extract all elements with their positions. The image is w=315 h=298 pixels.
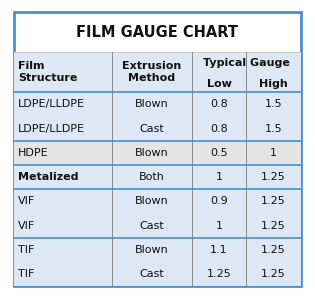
Text: 1.25: 1.25	[261, 245, 286, 255]
Text: 1: 1	[216, 221, 223, 231]
Text: TIF: TIF	[18, 245, 34, 255]
FancyBboxPatch shape	[14, 92, 301, 117]
Text: 0.8: 0.8	[210, 100, 228, 109]
Text: TIF: TIF	[18, 269, 34, 279]
Text: Blown: Blown	[135, 196, 169, 206]
FancyBboxPatch shape	[14, 165, 301, 189]
FancyBboxPatch shape	[14, 52, 301, 92]
Text: Typical Gauge: Typical Gauge	[203, 58, 290, 69]
Text: 1: 1	[270, 148, 277, 158]
Text: High: High	[259, 79, 288, 89]
Text: Blown: Blown	[135, 245, 169, 255]
FancyBboxPatch shape	[14, 213, 301, 238]
Text: Cast: Cast	[140, 221, 164, 231]
FancyBboxPatch shape	[14, 238, 301, 262]
Text: 1.1: 1.1	[210, 245, 228, 255]
Text: 0.9: 0.9	[210, 196, 228, 206]
Text: 0.5: 0.5	[210, 148, 228, 158]
Text: Cast: Cast	[140, 124, 164, 134]
Text: 1.5: 1.5	[265, 100, 283, 109]
Text: 1.25: 1.25	[261, 269, 286, 279]
Text: VIF: VIF	[18, 196, 35, 206]
Text: HDPE: HDPE	[18, 148, 49, 158]
Text: Low: Low	[207, 79, 232, 89]
Text: Extrusion
Method: Extrusion Method	[122, 61, 181, 83]
Text: 0.8: 0.8	[210, 124, 228, 134]
Text: Film
Structure: Film Structure	[18, 61, 77, 83]
Text: 1.25: 1.25	[261, 196, 286, 206]
Text: 1.5: 1.5	[265, 124, 283, 134]
Text: Blown: Blown	[135, 100, 169, 109]
Text: 1: 1	[216, 172, 223, 182]
FancyBboxPatch shape	[14, 189, 301, 213]
FancyBboxPatch shape	[14, 12, 301, 286]
Text: LDPE/LLDPE: LDPE/LLDPE	[18, 100, 85, 109]
FancyBboxPatch shape	[14, 141, 301, 165]
FancyBboxPatch shape	[14, 262, 301, 286]
Text: Cast: Cast	[140, 269, 164, 279]
Text: Both: Both	[139, 172, 165, 182]
Text: Metalized: Metalized	[18, 172, 78, 182]
Text: VIF: VIF	[18, 221, 35, 231]
Text: FILM GAUGE CHART: FILM GAUGE CHART	[77, 24, 238, 40]
FancyBboxPatch shape	[14, 117, 301, 141]
Text: LDPE/LLDPE: LDPE/LLDPE	[18, 124, 85, 134]
Text: 1.25: 1.25	[207, 269, 232, 279]
Text: 1.25: 1.25	[261, 172, 286, 182]
Text: 1.25: 1.25	[261, 221, 286, 231]
Text: Blown: Blown	[135, 148, 169, 158]
